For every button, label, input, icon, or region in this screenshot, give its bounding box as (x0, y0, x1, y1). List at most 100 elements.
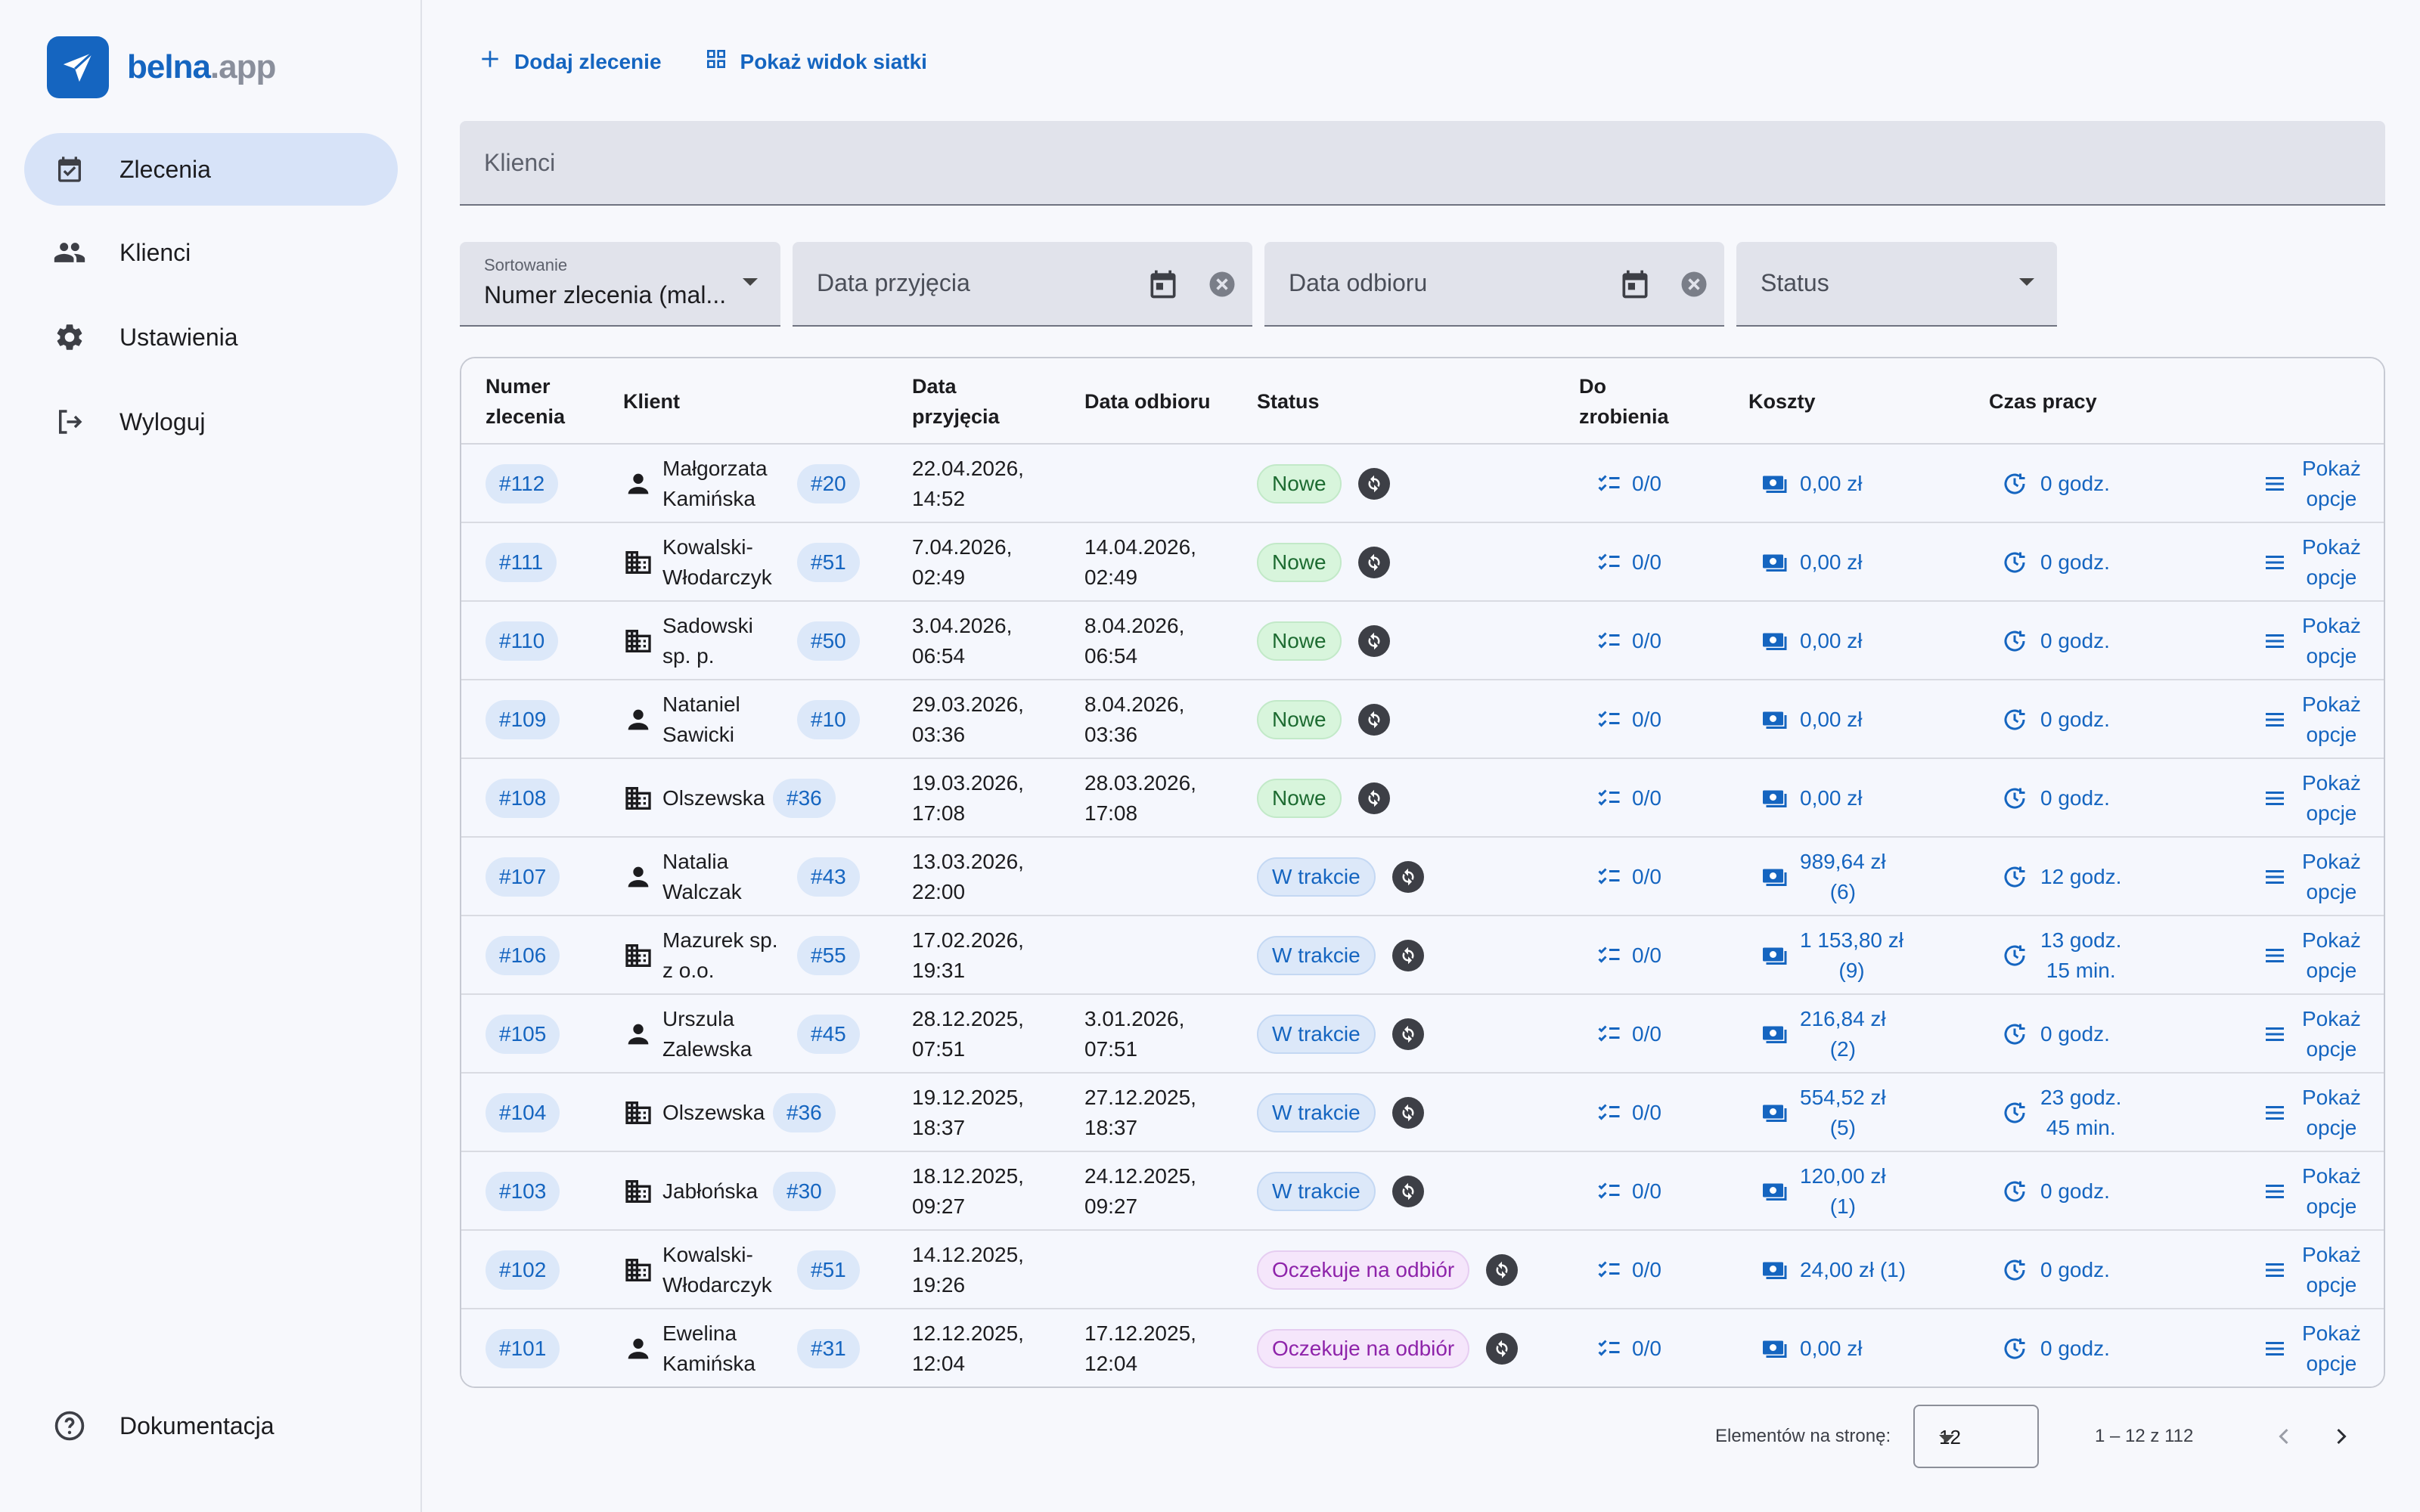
prev-page-button[interactable] (2270, 1405, 2297, 1468)
sidebar-item-wyloguj[interactable]: Wyloguj (24, 386, 398, 458)
change-status-icon[interactable] (1357, 782, 1390, 814)
order-number-chip[interactable]: #106 (486, 936, 560, 975)
client-name[interactable]: Kowalski- Włodarczyk (662, 535, 772, 589)
change-status-icon[interactable] (1392, 1176, 1424, 1207)
table-row[interactable]: #105 Urszula Zalewska #45 28.12.2025, 07:51 3.… (461, 995, 2384, 1074)
worktime-value[interactable]: 0 godz. (2040, 1179, 2110, 1203)
worktime-value[interactable]: 0 godz. (2040, 629, 2110, 652)
show-options-button[interactable]: Pokaż opcje (2261, 1309, 2361, 1387)
worktime-value[interactable]: 12 godz. (2040, 865, 2122, 888)
worktime-value[interactable]: 0 godz. (2040, 550, 2110, 574)
costs-value[interactable]: 0,00 zł (1800, 472, 1863, 495)
show-options-button[interactable]: Pokaż opcje (2261, 445, 2361, 523)
change-status-icon[interactable] (1486, 1333, 1519, 1365)
sort-select[interactable]: Sortowanie Numer zlecenia (mal... (460, 242, 780, 327)
header-costs[interactable]: Koszty (1748, 390, 1816, 413)
change-status-icon[interactable] (1357, 625, 1390, 657)
todo-count[interactable]: 0/0 (1632, 786, 1661, 810)
header-todo[interactable]: Do zrobienia (1579, 375, 1669, 428)
costs-value[interactable]: 0,00 zł (1800, 708, 1863, 731)
costs-value[interactable]: 24,00 zł (1) (1800, 1258, 1907, 1281)
table-row[interactable]: #109 Nataniel Sawicki #10 29.03.2026, 03:36 8.… (461, 680, 2384, 759)
show-options-button[interactable]: Pokaż opcje (2261, 838, 2361, 916)
todo-count[interactable]: 0/0 (1632, 943, 1661, 967)
order-number-chip[interactable]: #108 (486, 779, 560, 818)
change-status-icon[interactable] (1392, 1097, 1424, 1129)
order-number-chip[interactable]: #110 (486, 621, 559, 661)
client-name[interactable]: Olszewska (662, 786, 765, 810)
header-client[interactable]: Klient (623, 390, 681, 413)
show-options-button[interactable]: Pokaż opcje (2261, 759, 2361, 838)
client-id-chip[interactable]: #20 (797, 464, 860, 503)
worktime-value[interactable]: 0 godz. (2040, 1258, 2110, 1281)
todo-count[interactable]: 0/0 (1632, 1337, 1661, 1360)
worktime-value[interactable]: 0 godz. (2040, 1337, 2110, 1360)
order-number-chip[interactable]: #103 (486, 1172, 560, 1211)
sidebar-item-klienci[interactable]: Klienci (24, 216, 398, 289)
show-options-button[interactable]: Pokaż opcje (2261, 995, 2361, 1074)
client-name[interactable]: Mazurek sp. z o.o. (662, 928, 778, 982)
add-order-button[interactable]: Dodaj zlecenie (478, 47, 662, 76)
worktime-value[interactable]: 0 godz. (2040, 472, 2110, 495)
costs-value[interactable]: 554,52 zł (5) (1800, 1086, 1886, 1139)
order-number-chip[interactable]: #109 (486, 700, 560, 739)
client-id-chip[interactable]: #50 (797, 621, 860, 661)
client-name[interactable]: Urszula Zalewska (662, 1007, 752, 1061)
todo-count[interactable]: 0/0 (1632, 550, 1661, 574)
order-number-chip[interactable]: #101 (486, 1329, 560, 1368)
order-number-chip[interactable]: #111 (486, 543, 557, 582)
costs-value[interactable]: 120,00 zł (1) (1800, 1164, 1886, 1218)
costs-value[interactable]: 0,00 zł (1800, 550, 1863, 574)
client-id-chip[interactable]: #31 (797, 1329, 860, 1368)
header-status[interactable]: Status (1257, 390, 1320, 413)
app-logo[interactable]: belna.app (47, 36, 276, 98)
order-number-chip[interactable]: #105 (486, 1015, 560, 1054)
worktime-value[interactable]: 0 godz. (2040, 708, 2110, 731)
client-id-chip[interactable]: #36 (773, 779, 836, 818)
client-name[interactable]: Ewelina Kamińska (662, 1321, 755, 1375)
change-status-icon[interactable] (1392, 861, 1424, 893)
next-page-button[interactable] (2328, 1405, 2355, 1468)
todo-count[interactable]: 0/0 (1632, 708, 1661, 731)
header-number[interactable]: Numer zlecenia (486, 375, 566, 428)
costs-value[interactable]: 0,00 zł (1800, 629, 1863, 652)
client-name[interactable]: Małgorzata Kamińska (662, 457, 768, 510)
client-name[interactable]: Kowalski- Włodarczyk (662, 1243, 772, 1297)
costs-value[interactable]: 0,00 zł (1800, 786, 1863, 810)
sidebar-item-dokumentacja[interactable]: Dokumentacja (24, 1390, 398, 1462)
sidebar-item-zlecenia[interactable]: Zlecenia (24, 133, 398, 206)
costs-value[interactable]: 216,84 zł (2) (1800, 1007, 1886, 1061)
order-number-chip[interactable]: #102 (486, 1250, 560, 1290)
show-options-button[interactable]: Pokaż opcje (2261, 916, 2361, 995)
clear-icon[interactable] (1205, 268, 1239, 305)
order-number-chip[interactable]: #112 (486, 464, 559, 503)
header-pickup[interactable]: Data odbioru (1084, 390, 1211, 413)
table-row[interactable]: #108 Olszewska #36 19.03.2026, 17:08 28.03.20… (461, 759, 2384, 838)
client-id-chip[interactable]: #43 (797, 857, 860, 897)
grid-view-button[interactable]: Pokaż widok siatki (704, 47, 927, 76)
client-name[interactable]: Natalia Walczak (662, 850, 742, 903)
sidebar-item-ustawienia[interactable]: Ustawienia (24, 301, 398, 373)
table-row[interactable]: #104 Olszewska #36 19.12.2025, 18:37 27.12.20… (461, 1074, 2384, 1152)
calendar-icon[interactable] (1618, 268, 1652, 305)
table-row[interactable]: #112 Małgorzata Kamińska #20 22.04.2026, 14:5… (461, 445, 2384, 523)
costs-value[interactable]: 989,64 zł (6) (1800, 850, 1886, 903)
todo-count[interactable]: 0/0 (1632, 1179, 1661, 1203)
status-select[interactable]: Status (1736, 242, 2057, 327)
client-id-chip[interactable]: #30 (773, 1172, 836, 1211)
per-page-select[interactable]: 12 (1913, 1405, 2039, 1468)
worktime-value[interactable]: 23 godz. 45 min. (2040, 1086, 2122, 1139)
todo-count[interactable]: 0/0 (1632, 1022, 1661, 1046)
change-status-icon[interactable] (1357, 547, 1390, 578)
worktime-value[interactable]: 0 godz. (2040, 1022, 2110, 1046)
show-options-button[interactable]: Pokaż opcje (2261, 523, 2361, 602)
todo-count[interactable]: 0/0 (1632, 472, 1661, 495)
client-id-chip[interactable]: #51 (797, 543, 860, 582)
calendar-icon[interactable] (1146, 268, 1180, 305)
show-options-button[interactable]: Pokaż opcje (2261, 602, 2361, 680)
client-name[interactable]: Sadowski sp. p. (662, 614, 753, 668)
header-worktime[interactable]: Czas pracy (1989, 390, 2097, 413)
table-row[interactable]: #101 Ewelina Kamińska #31 12.12.2025, 12:04 17… (461, 1309, 2384, 1387)
table-row[interactable]: #102 Kowalski- Włodarczyk #51 14.12.2025, 19:… (461, 1231, 2384, 1309)
clear-icon[interactable] (1677, 268, 1711, 305)
